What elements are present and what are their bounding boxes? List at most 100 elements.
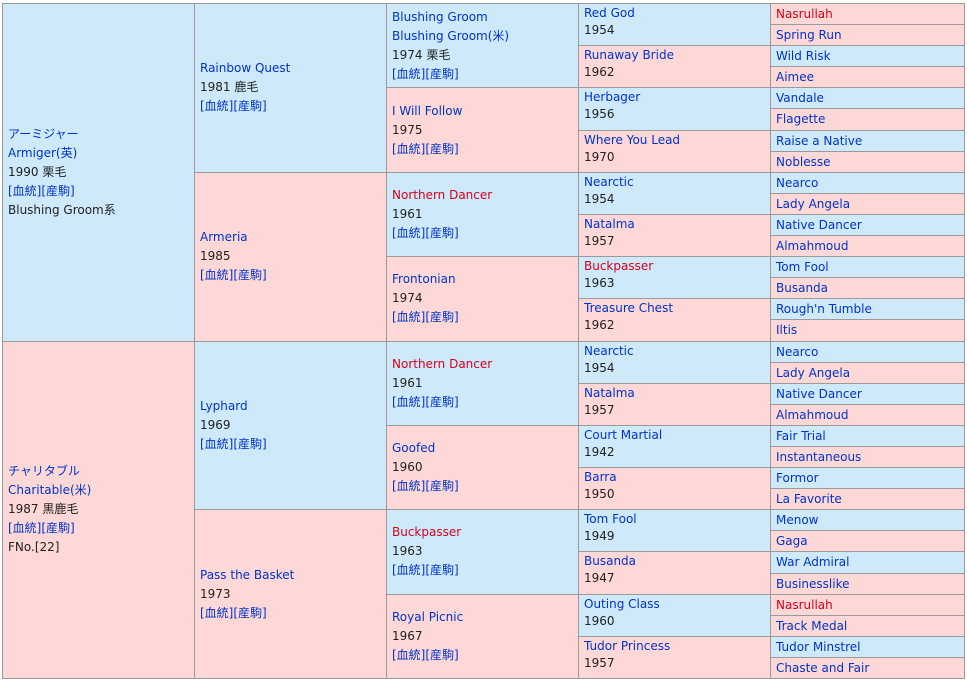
horse-name-link[interactable]: Royal Picnic [392,609,464,624]
horse-name-link[interactable]: チャリタブル [8,464,80,479]
gen5-cell: Nearco [770,340,965,363]
horse-name-link[interactable]: Nearctic [584,174,634,189]
horse-name-link[interactable]: Nearco [776,175,819,190]
gen5-cell: Spring Run [770,24,965,47]
horse-name-link[interactable]: Herbager [584,90,641,105]
horse-name-link[interactable]: Nearctic [584,343,634,358]
horse-name-link[interactable]: Court Martial [584,427,663,442]
gen5-cell: Native Dancer [770,382,965,405]
horse-name-link[interactable]: Runaway Bride [584,48,674,63]
horse-name-link[interactable]: Lady Angela [776,196,851,211]
horse-info: 1990 栗毛 [8,164,67,179]
horse-name-link[interactable]: Businesslike [776,576,850,591]
horse-year: 1954 [584,191,615,206]
pedigree-links[interactable]: [血統][産駒] [392,225,459,240]
horse-name-link[interactable]: Buckpasser [392,525,462,540]
horse-name-link[interactable]: Northern Dancer [392,356,493,371]
horse-name-link[interactable]: Tom Fool [776,260,829,275]
sire-cell: アーミジャー Armiger(英) 1990 栗毛 [血統][産駒] Blushing … [2,3,195,342]
horse-name-link[interactable]: Lady Angela [776,365,851,380]
horse-name-link[interactable]: I Will Follow [392,103,463,118]
pedigree-links[interactable]: [血統][産駒] [8,183,75,198]
horse-name-link[interactable]: Nasrullah [776,7,833,21]
horse-name-link[interactable]: Native Dancer [776,217,862,232]
pedigree-row: Chaste and Fair [3,656,965,680]
pedigree-row: Natalma 1957 Native Dancer [3,382,965,426]
horse-name-link[interactable]: Lyphard [200,398,248,413]
horse-name-link[interactable]: Busanda [584,554,637,569]
horse-name-link[interactable]: Tom Fool [584,512,637,527]
pedigree-links[interactable]: [血統][産駒] [200,605,267,620]
pedigree-links[interactable]: [血統][産駒] [200,99,267,114]
horse-name-link[interactable]: Goofed [392,441,436,456]
pedigree-row: Aimee [3,66,965,89]
horse-name-link[interactable]: Frontonian [392,272,456,287]
gen5-cell: Lady Angela [770,192,965,215]
pedigree-links[interactable]: [血統][産駒] [200,436,267,451]
horse-name-link[interactable]: Native Dancer [776,386,862,401]
horse-name-link[interactable]: Aimee [776,70,814,85]
horse-name-link[interactable]: Where You Lead [584,132,681,147]
horse-name-link[interactable]: Noblesse [776,154,831,169]
horse-name-link[interactable]: Formor [776,471,819,486]
horse-name-link[interactable]: Blushing Groom [392,9,488,24]
horse-name-link[interactable]: Instantaneous [776,449,862,464]
pedigree-links[interactable]: [血統][産駒] [200,268,267,283]
horse-name-link[interactable]: Vandale [776,91,824,106]
gen4-cell: Natalma 1957 [578,382,771,426]
horse-name-link[interactable]: Natalma [584,216,635,231]
horse-name-link[interactable]: La Favorite [776,492,842,507]
horse-name-link[interactable]: Barra [584,470,617,485]
horse-name-link[interactable]: Rough'n Tumble [776,302,872,317]
pedigree-row: Natalma 1957 Native Dancer [3,213,965,258]
horse-name-link[interactable]: Gaga [776,534,808,549]
horse-name-link[interactable]: Tudor Princess [584,638,671,653]
horse-name-link[interactable]: War Admiral [776,555,850,570]
horse-name-link[interactable]: Nasrullah [776,597,833,612]
pedigree-links[interactable]: [血統][産駒] [8,521,75,536]
horse-name-link[interactable]: Blushing Groom(米) [392,28,510,43]
horse-name-link[interactable]: Tudor Minstrel [776,639,861,654]
horse-name-link[interactable]: Almahmoud [776,407,849,422]
horse-name-link[interactable]: Spring Run [776,28,842,43]
horse-name-link[interactable]: Wild Risk [776,49,831,64]
horse-name-link[interactable]: Armeria [200,230,248,245]
horse-name-link[interactable]: Natalma [584,385,635,400]
gen5-cell: Iltis [770,319,965,342]
gen2-cell: Rainbow Quest 1981 鹿毛 [血統][産駒] [194,3,387,173]
horse-name-link[interactable]: Treasure Chest [584,301,674,316]
horse-name-link[interactable]: Busanda [776,281,829,296]
gen5-cell: Aimee [770,66,965,89]
horse-name-link[interactable]: Northern Dancer [392,187,493,202]
pedigree-links[interactable]: [血統][産駒] [392,66,459,81]
horse-name-link[interactable]: Charitable(米) [8,483,92,498]
gen4-cell: Busanda 1947 [578,551,771,595]
horse-name-link[interactable]: Flagette [776,112,826,127]
pedigree-row: Runaway Bride 1962 Wild Risk [3,45,965,89]
horse-name-link[interactable]: Fair Trial [776,428,826,443]
horse-name-link[interactable]: Pass the Basket [200,567,295,582]
horse-name-link[interactable]: Armiger(英) [8,145,78,160]
pedigree-links[interactable]: [血統][産駒] [392,563,459,578]
horse-name-link[interactable]: Nearco [776,344,819,359]
horse-year: 1956 [584,107,615,122]
horse-name-link[interactable]: Rainbow Quest [200,61,291,76]
horse-name-link[interactable]: Iltis [776,323,798,338]
pedigree-links[interactable]: [血統][産駒] [392,647,459,662]
horse-year: 1954 [584,360,615,375]
horse-name-link[interactable]: Red God [584,6,635,20]
pedigree-links[interactable]: [血統][産駒] [392,479,459,494]
horse-name-link[interactable]: Raise a Native [776,133,863,148]
pedigree-links[interactable]: [血統][産駒] [392,310,459,325]
horse-name-link[interactable]: アーミジャー [8,126,79,141]
horse-name-link[interactable]: Almahmoud [776,239,849,254]
pedigree-links[interactable]: [血統][産駒] [392,394,459,409]
horse-name-link[interactable]: Menow [776,513,819,528]
horse-name-link[interactable]: Chaste and Fair [776,660,870,675]
horse-name-link[interactable]: Outing Class [584,596,660,611]
horse-name-link[interactable]: Buckpasser [584,259,654,274]
horse-name-link[interactable]: Track Medal [776,618,848,633]
gen4-cell: Outing Class 1960 [578,593,771,637]
gen5-cell: Businesslike [770,572,965,595]
pedigree-links[interactable]: [血統][産駒] [392,141,459,156]
